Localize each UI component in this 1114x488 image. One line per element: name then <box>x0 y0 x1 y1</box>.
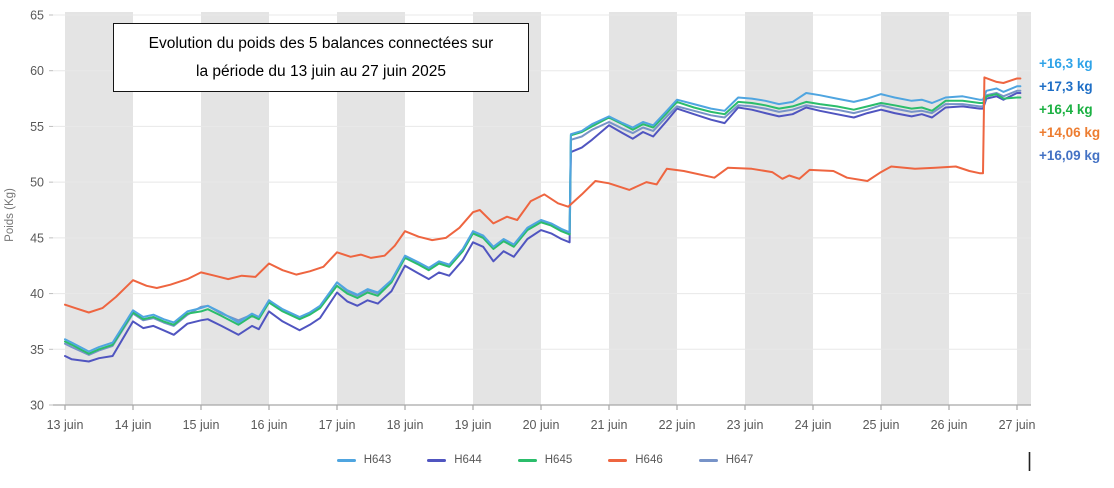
x-tick-label-18: 18 juin <box>387 418 424 432</box>
x-tick-label-17: 17 juin <box>319 418 356 432</box>
legend-item-H647[interactable]: H647 <box>698 454 754 466</box>
y-tick-label-40: 40 <box>30 287 44 301</box>
gain-annotations[interactable]: +16,3 kg +17,3 kg +16,4 kg +14,06 kg +16,09 … <box>1039 52 1100 167</box>
chart-title-line1: Evolution du poids des 5 balances connec… <box>148 34 494 52</box>
legend-item-H645[interactable]: H645 <box>517 454 573 466</box>
gain-annotation-4: +14,06 kg <box>1039 125 1101 140</box>
x-tick-label-14: 14 juin <box>115 418 152 432</box>
y-tick-label-30: 30 <box>30 399 44 413</box>
series-line-H644[interactable] <box>64 92 1022 363</box>
x-tick-label-21: 21 juin <box>591 418 628 432</box>
gain-annotation-5: +16,09 kg <box>1039 148 1101 163</box>
legend-label-H647: H647 <box>725 454 754 466</box>
legend-swatch-H647 <box>698 458 718 462</box>
x-tick-label-26: 26 juin <box>931 418 968 432</box>
day-band-27-juin-partial <box>1017 12 1031 405</box>
gain-annotation-3: +16,4 kg <box>1039 102 1093 117</box>
y-tick-label-65: 65 <box>30 9 44 23</box>
chart-title-line2: la période du 13 juin au 27 juin 2025 <box>196 62 446 80</box>
series-line-H646[interactable] <box>64 76 1022 314</box>
legend-swatch-H646 <box>608 458 628 462</box>
y-tick-label-60: 60 <box>30 64 44 78</box>
x-tick-label-27: 27 juin <box>999 418 1036 432</box>
chart-legend: H643 H644 H645 H646 H647 <box>0 454 1090 466</box>
series-line-H645[interactable] <box>64 93 1022 355</box>
x-tick-label-23: 23 juin <box>727 418 764 432</box>
legend-label-H645: H645 <box>544 454 573 466</box>
y-tick-label-50: 50 <box>30 176 44 190</box>
x-tick-label-20: 20 juin <box>523 418 560 432</box>
chart-title-box[interactable]: Evolution du poids des 5 balances connec… <box>113 23 529 92</box>
day-band-25-juin <box>881 12 949 405</box>
y-axis-title: Poids (Kg) <box>4 188 16 242</box>
series-line-H643[interactable] <box>64 85 1022 353</box>
x-tick-label-25: 25 juin <box>863 418 900 432</box>
x-tick-label-16: 16 juin <box>251 418 288 432</box>
gain-annotation-2: +17,3 kg <box>1039 79 1093 94</box>
y-tick-label-35: 35 <box>30 343 44 357</box>
legend-item-H643[interactable]: H643 <box>336 454 392 466</box>
x-tick-label-13: 13 juin <box>47 418 84 432</box>
legend-label-H646: H646 <box>635 454 663 466</box>
day-band-21-juin <box>609 12 677 405</box>
gain-annotation-1: +16,3 kg <box>1039 56 1093 71</box>
legend-swatch-H645 <box>517 458 537 462</box>
legend-label-H643: H643 <box>363 454 392 466</box>
y-tick-label-45: 45 <box>30 231 44 245</box>
legend-label-H644: H644 <box>454 454 482 466</box>
legend-swatch-H644 <box>427 458 447 462</box>
y-tick-label-55: 55 <box>30 120 44 134</box>
x-tick-label-19: 19 juin <box>455 418 492 432</box>
x-tick-label-15: 15 juin <box>183 418 220 432</box>
legend-item-H646[interactable]: H646 <box>608 454 663 466</box>
x-tick-label-22: 22 juin <box>659 418 696 432</box>
legend-item-H644[interactable]: H644 <box>427 454 482 466</box>
x-tick-label-24: 24 juin <box>795 418 832 432</box>
day-band-23-juin <box>745 12 813 405</box>
legend-swatch-H643 <box>336 458 356 462</box>
